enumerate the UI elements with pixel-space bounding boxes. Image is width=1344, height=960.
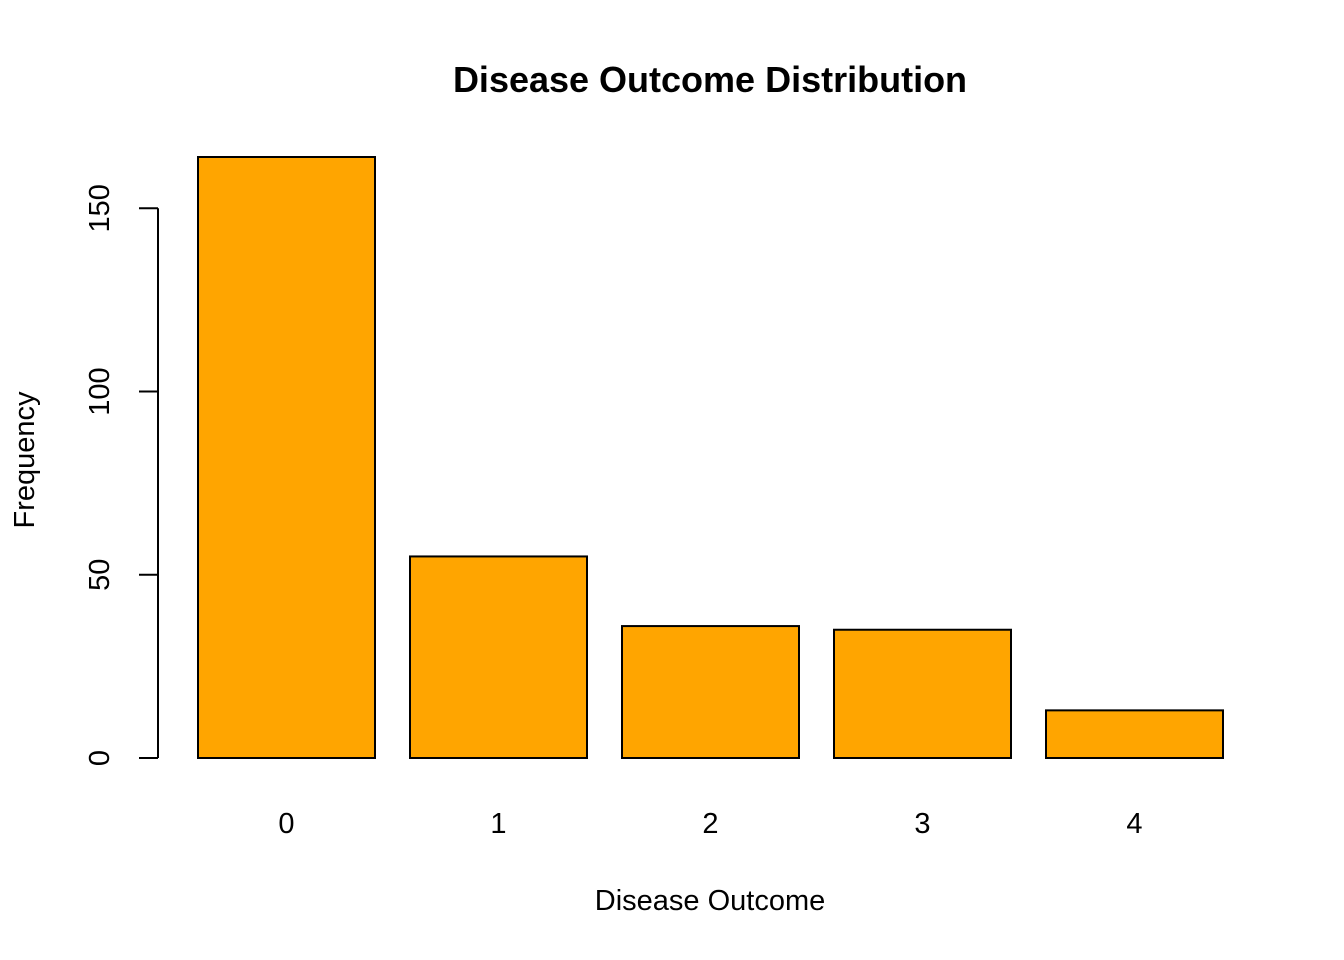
x-tick-label-1: 1 (490, 808, 506, 840)
y-tick-label-50: 50 (84, 559, 116, 591)
x-tick-label-2: 2 (702, 808, 718, 840)
x-tick-label-0: 0 (278, 808, 294, 840)
x-axis-label: Disease Outcome (595, 885, 826, 917)
y-tick-label-100: 100 (84, 367, 116, 415)
x-tick-label-4: 4 (1126, 808, 1142, 840)
bar-3 (833, 628, 1012, 759)
y-tick-label-0: 0 (84, 750, 116, 766)
x-tick-label-3: 3 (914, 808, 930, 840)
y-tick-label-150: 150 (84, 184, 116, 232)
y-axis: 0 50 100 150 (84, 184, 159, 766)
y-axis-label: Frequency (9, 391, 41, 529)
bar-1 (409, 555, 588, 759)
bar-0 (197, 156, 376, 759)
chart-title: Disease Outcome Distribution (453, 59, 967, 100)
bar-4 (1045, 709, 1224, 759)
x-axis-tick-labels: 0 1 2 3 4 (278, 808, 1142, 840)
bar-2 (621, 625, 800, 760)
bars-group (197, 156, 1224, 760)
